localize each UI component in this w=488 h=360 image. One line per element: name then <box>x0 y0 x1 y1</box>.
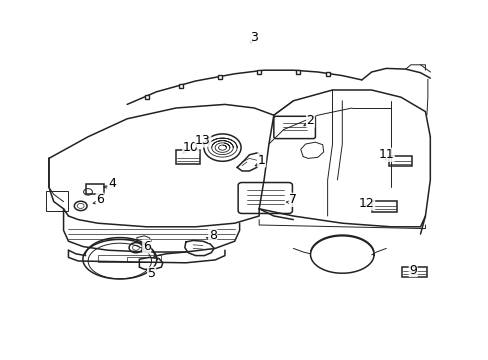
Bar <box>46 191 68 211</box>
Text: 5: 5 <box>147 267 155 280</box>
Bar <box>127 257 156 262</box>
Text: 6: 6 <box>96 193 104 206</box>
Text: 12: 12 <box>358 197 374 210</box>
Bar <box>98 255 161 262</box>
Text: 4: 4 <box>108 177 116 190</box>
Bar <box>85 184 104 194</box>
FancyBboxPatch shape <box>273 116 315 139</box>
FancyBboxPatch shape <box>238 183 292 213</box>
Text: 9: 9 <box>408 264 416 276</box>
Text: 6: 6 <box>142 240 150 253</box>
Text: 13: 13 <box>195 134 210 147</box>
Text: 11: 11 <box>378 148 393 161</box>
Text: 2: 2 <box>306 114 314 127</box>
Text: 1: 1 <box>257 154 265 167</box>
Bar <box>388 156 411 166</box>
Bar <box>176 150 199 164</box>
Text: 10: 10 <box>183 141 198 154</box>
Text: 7: 7 <box>289 193 297 206</box>
Bar <box>401 267 427 277</box>
Bar <box>371 201 396 212</box>
Text: 3: 3 <box>250 31 258 44</box>
Text: 8: 8 <box>208 229 216 242</box>
